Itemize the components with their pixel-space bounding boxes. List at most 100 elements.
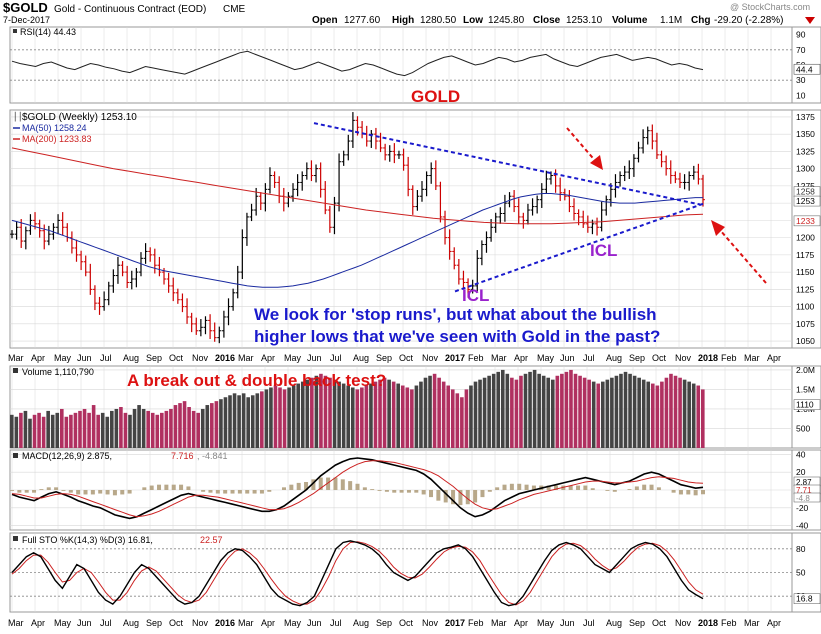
volume-bar: [669, 373, 673, 448]
macd-histogram-bar: [495, 487, 500, 490]
macd-histogram-bar: [502, 484, 507, 490]
date: 7-Dec-2017: [3, 15, 50, 25]
volume-bar: [510, 377, 514, 448]
upper-trendline: [313, 122, 701, 206]
x-axis-label-bottom: Oct: [169, 618, 184, 628]
x-axis-label-top: May: [284, 353, 302, 363]
volume-bar: [687, 381, 691, 448]
price-legend-entry: MA(200) 1233.83: [22, 134, 92, 144]
volume-bar: [641, 379, 646, 448]
price-tick: 1350: [796, 129, 815, 139]
note-line-2: higher lows that we've seen with Gold in…: [254, 327, 660, 346]
x-axis-label-bottom: Sep: [629, 618, 645, 628]
volume-bar: [273, 385, 278, 448]
volume-bar: [119, 407, 123, 448]
volume-bar: [296, 383, 301, 448]
volume-bar: [41, 416, 46, 448]
volume-bar: [205, 405, 210, 448]
macd-histogram-bar: [24, 490, 29, 493]
lower-trendline: [454, 202, 706, 293]
volume-bar: [600, 381, 605, 448]
volume-bar: [460, 397, 464, 448]
volume-bar: [646, 381, 651, 448]
volume-bar: [332, 379, 337, 448]
volume-bar: [341, 383, 346, 448]
rsi-legend-swatch: [13, 29, 17, 33]
volume-bar: [382, 377, 387, 448]
volume-bar: [628, 373, 632, 448]
x-axis-label-bottom: Oct: [652, 618, 667, 628]
macd-histogram-bar: [642, 484, 647, 490]
macd-histogram-bar: [61, 490, 66, 491]
macd-tick: 40: [796, 449, 806, 459]
x-axis-label-top: Aug: [123, 353, 139, 363]
volume-bar: [437, 377, 441, 448]
volume-bar: [178, 403, 182, 448]
volume-bar: [160, 412, 164, 448]
volume-bar: [469, 385, 473, 448]
symbol: $GOLD: [3, 0, 48, 15]
price-tick: 1275: [796, 181, 815, 191]
volume-bar: [396, 383, 401, 448]
macd-histogram-bar: [230, 490, 235, 494]
macd-histogram-bar: [318, 477, 323, 490]
price-current-label: 1258: [796, 187, 815, 197]
volume-bar: [387, 379, 391, 448]
volume-bar: [482, 377, 487, 448]
volume-bar: [678, 377, 682, 448]
volume-bar: [64, 416, 69, 448]
sto-title: Full STO %K(14,3) %D(3) 16.81,: [22, 535, 153, 545]
volume-bar: [164, 410, 169, 448]
volume-bar: [682, 379, 687, 448]
macd-histogram-bar: [590, 488, 595, 490]
macd-histogram-bar: [186, 486, 191, 490]
x-axis-label-bottom: Mar: [8, 618, 24, 628]
macd-histogram-bar: [157, 484, 162, 490]
macd-histogram-bar: [701, 490, 705, 495]
macd-histogram-bar: [39, 489, 44, 490]
volume-bar: [560, 373, 564, 448]
macd-histogram-bar: [686, 490, 691, 495]
macd-histogram-bar: [429, 490, 434, 498]
volume-bar: [260, 391, 264, 448]
volume-bar: [523, 373, 528, 448]
volume-bar: [282, 389, 287, 448]
volume-bar: [123, 412, 128, 448]
x-axis-label-top: Oct: [652, 353, 667, 363]
x-axis-label-top: Apr: [514, 353, 528, 363]
macd-histogram-bar: [149, 485, 154, 490]
price-tick: 1075: [796, 319, 815, 329]
sto-tick: 50: [796, 568, 806, 578]
close-label: Close: [533, 15, 561, 26]
volume-bar: [355, 389, 360, 448]
volume-bar: [314, 375, 319, 448]
volume-bar: [150, 412, 155, 448]
volume-bar: [264, 389, 269, 448]
x-axis-label-top: Jun: [560, 353, 575, 363]
macd-signal-value: 7.716: [171, 451, 194, 461]
volume-bar: [373, 381, 378, 448]
x-axis-label-bottom: Oct: [399, 618, 414, 628]
macd-histogram-bar: [267, 490, 272, 492]
volume-tick: 1.5M: [796, 384, 815, 394]
macd-histogram-bar: [524, 484, 529, 490]
volume-bar: [105, 416, 110, 448]
x-axis-label-bottom: Jul: [100, 618, 112, 628]
x-axis-label-bottom: Nov: [675, 618, 692, 628]
x-axis-label-bottom: Jun: [560, 618, 575, 628]
x-axis-label-top: Jul: [330, 353, 342, 363]
volume-bar: [69, 414, 73, 448]
volume-current-label: 1110: [796, 400, 814, 410]
macd-histogram-bar: [252, 490, 257, 494]
macd-histogram-bar: [281, 487, 286, 490]
gold-annotation: GOLD: [411, 87, 460, 106]
price-tick: 1300: [796, 164, 815, 174]
macd-histogram-bar: [142, 487, 147, 490]
volume-bar: [578, 375, 582, 448]
volume-bar: [591, 381, 596, 448]
price-panel-axis: [791, 109, 821, 349]
volume-bar: [505, 373, 510, 448]
x-axis-label-top: Jul: [583, 353, 595, 363]
macd-histogram-bar: [451, 490, 456, 505]
macd-histogram-bar: [68, 490, 73, 493]
